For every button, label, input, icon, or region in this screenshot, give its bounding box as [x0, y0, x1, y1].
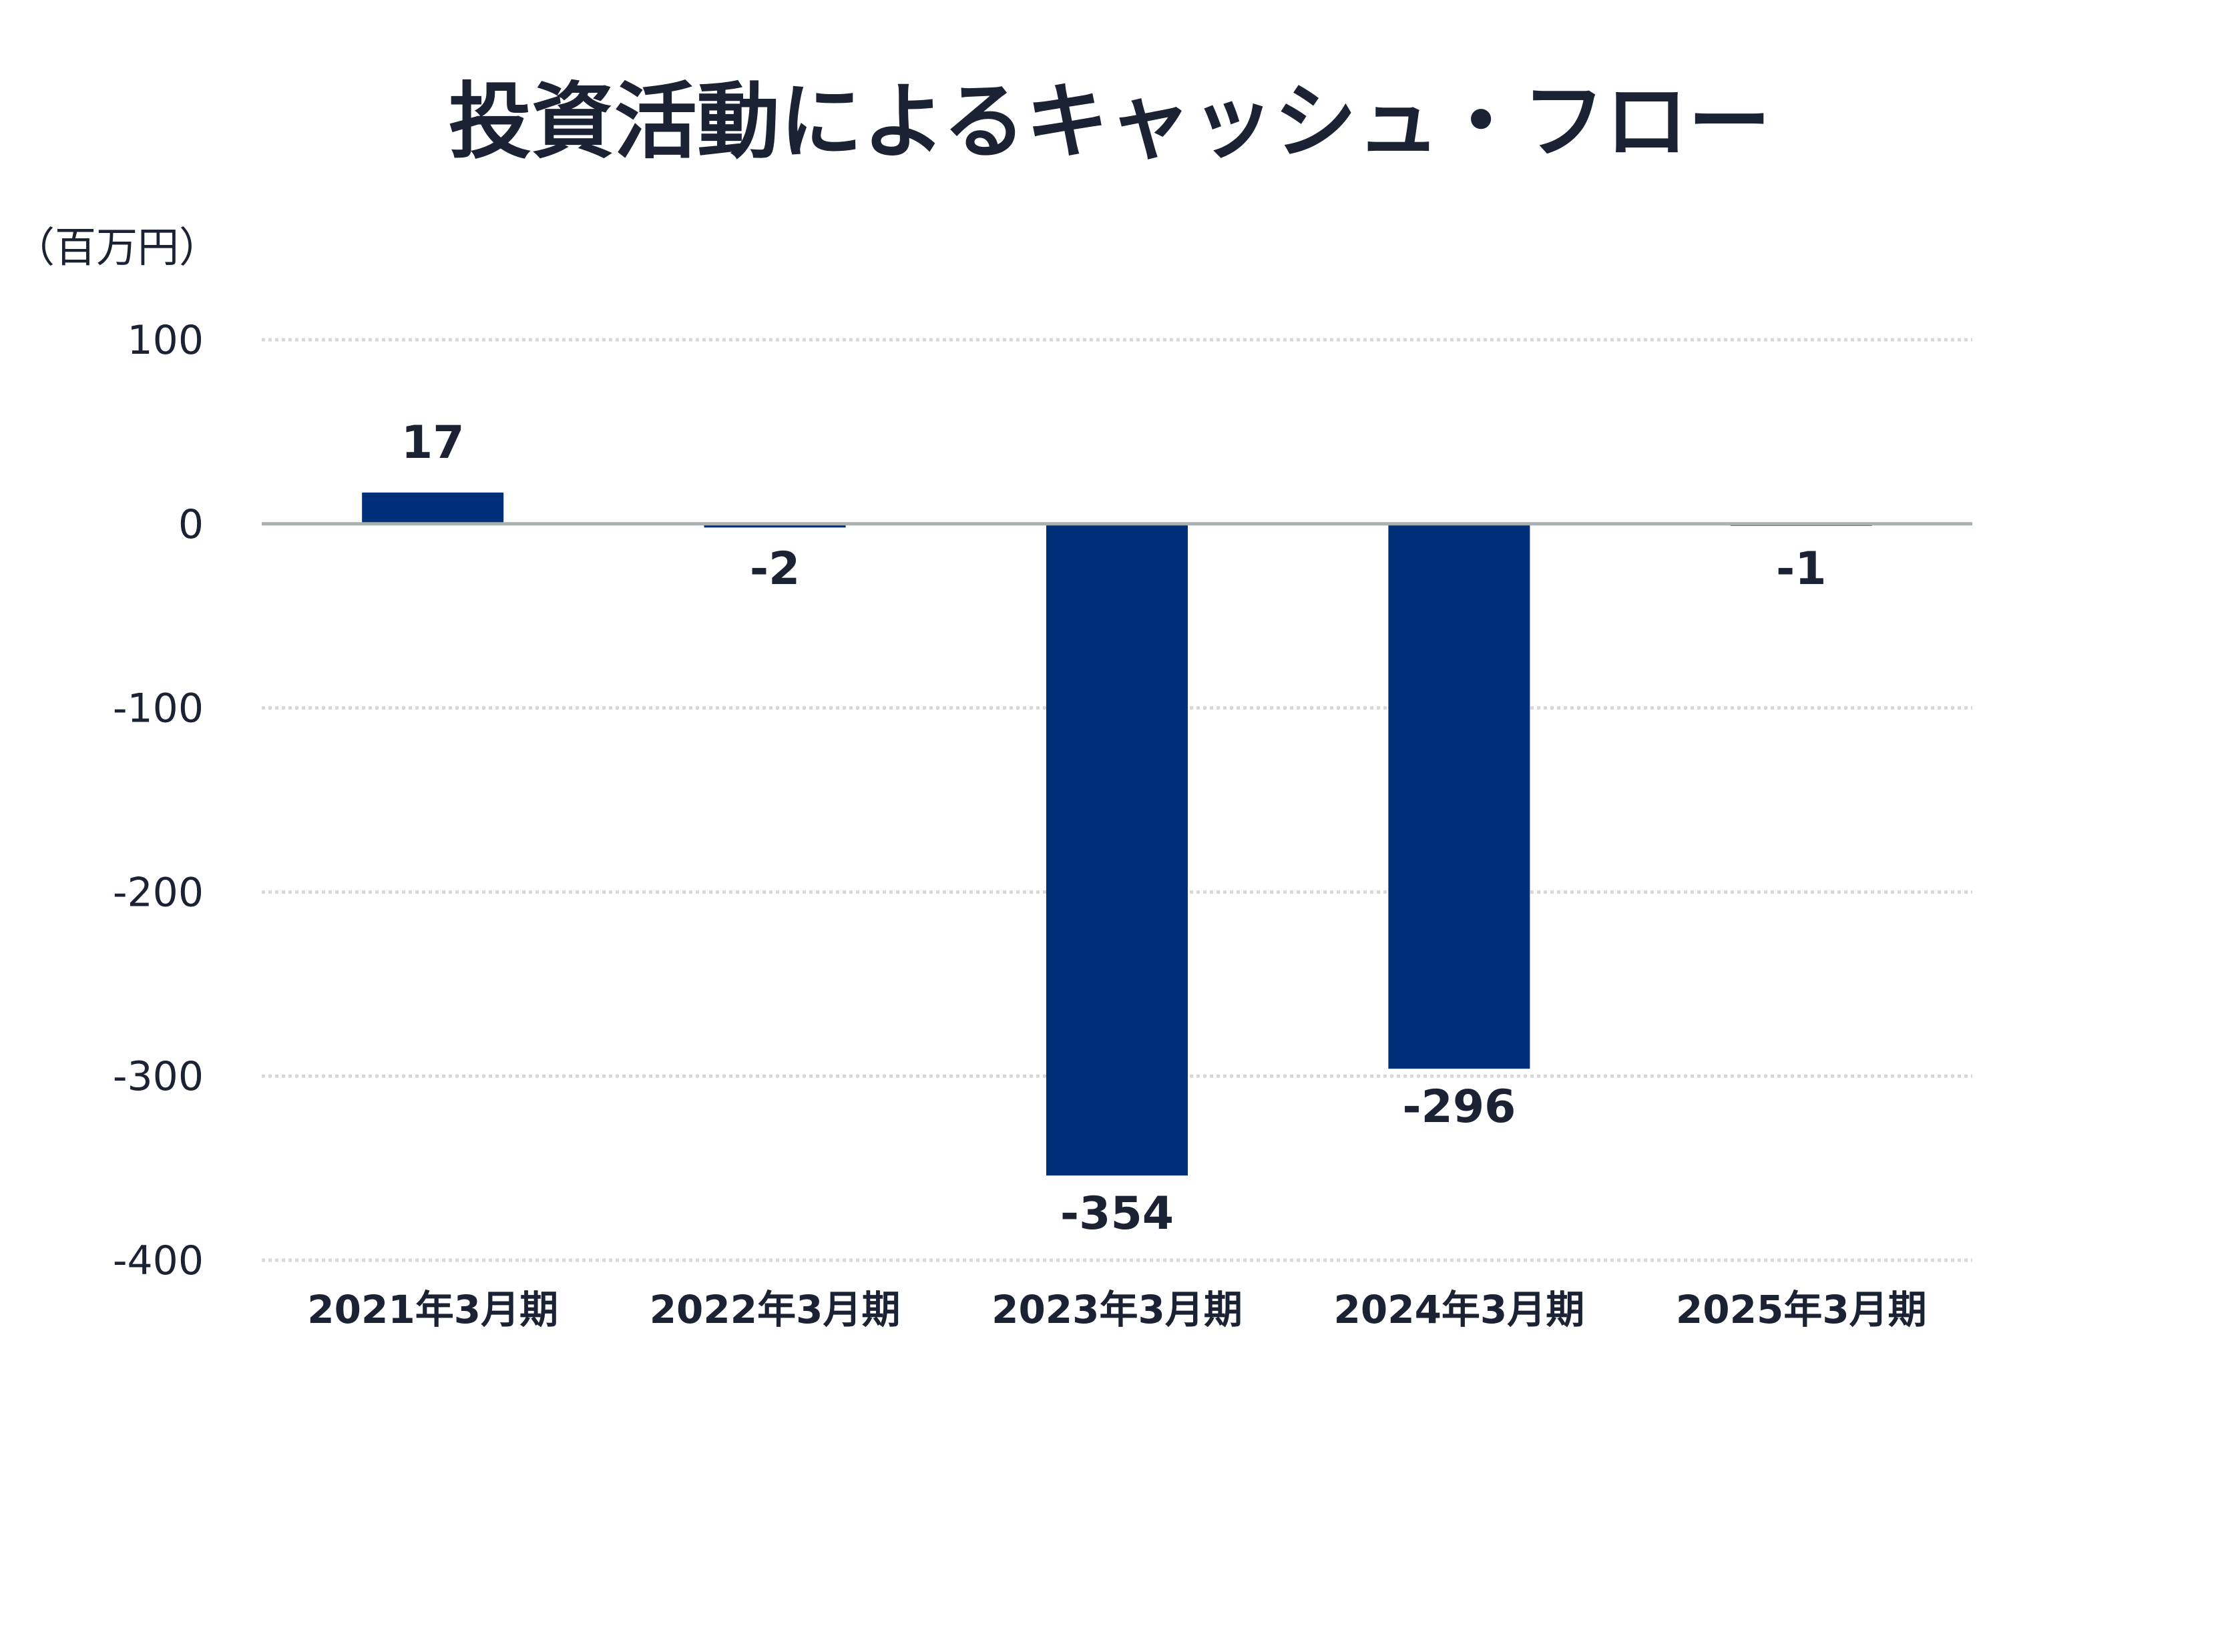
bar	[362, 492, 504, 524]
y-tick-label: 0	[178, 501, 204, 548]
data-label: -2	[750, 543, 801, 595]
x-tick-label: 2024年3月期	[1334, 1287, 1585, 1332]
y-tick-label: -200	[113, 869, 204, 916]
x-tick-label: 2025年3月期	[1676, 1287, 1927, 1332]
bar	[704, 523, 846, 528]
chart-title: 投資活動によるキャッシュ・フロー	[449, 74, 1771, 170]
data-label: -296	[1402, 1081, 1516, 1133]
y-tick-label: -400	[113, 1237, 204, 1284]
data-label: 17	[401, 417, 465, 469]
bar	[1388, 523, 1530, 1069]
y-tick-label: 100	[127, 317, 204, 364]
x-tick-label: 2023年3月期	[991, 1287, 1243, 1332]
unit-label: （百万円）	[13, 223, 220, 272]
x-tick-label: 2021年3月期	[307, 1287, 558, 1332]
y-tick-label: -300	[113, 1053, 204, 1100]
data-label: -1	[1776, 543, 1827, 595]
x-tick-label: 2022年3月期	[650, 1287, 901, 1332]
bar	[1046, 523, 1188, 1176]
y-tick-label: -100	[113, 685, 204, 732]
data-label: -354	[1060, 1187, 1174, 1240]
